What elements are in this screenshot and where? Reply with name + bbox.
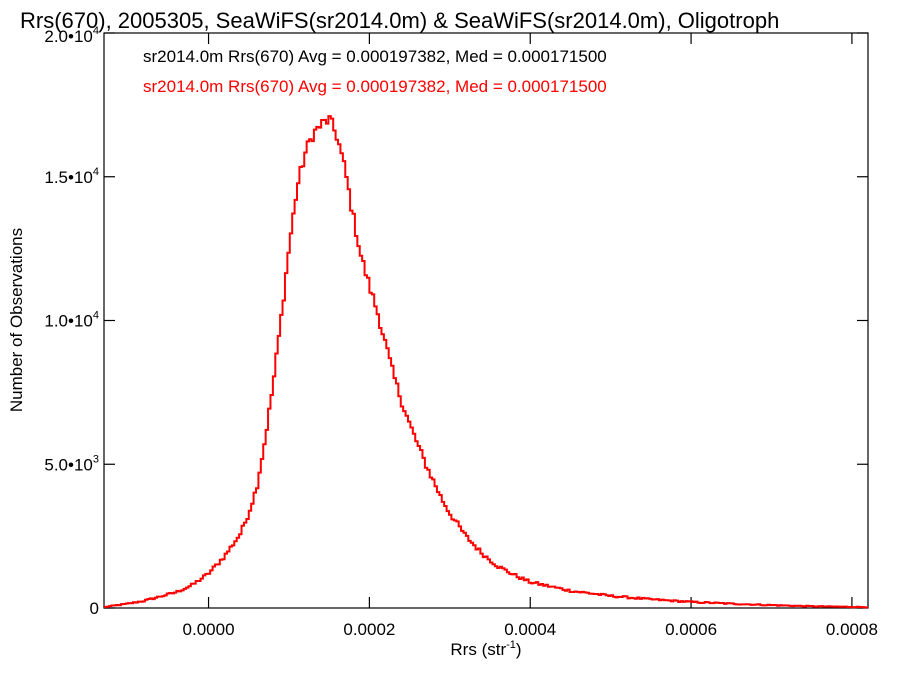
x-tick-label: 0.0006 (665, 620, 717, 639)
histogram-series-line (104, 115, 868, 609)
y-tick-label: 1.5•104 (44, 166, 99, 187)
annotation-line-black: sr2014.0m Rrs(670) Avg = 0.000197382, Me… (143, 47, 607, 66)
y-axis-label: Number of Observations (7, 228, 26, 412)
chart-title: Rrs(670), 2005305, SeaWiFS(sr2014.0m) & … (20, 8, 779, 33)
y-tick-label: 1.0•104 (44, 310, 99, 331)
x-tick-labels: 0.0000 0.0002 0.0004 0.0006 0.0008 (183, 620, 878, 639)
axis-ticks (104, 32, 868, 609)
x-axis-label-tail: ) (516, 640, 522, 659)
x-tick-label: 0.0004 (504, 620, 556, 639)
y-tick-labels: 0 5.0•103 1.0•104 1.5•104 2.0•104 (44, 25, 99, 618)
annotation-line-red: sr2014.0m Rrs(670) Avg = 0.000197382, Me… (143, 77, 607, 96)
x-tick-label: 0.0002 (343, 620, 395, 639)
x-tick-label: 0.0008 (826, 620, 878, 639)
plot-frame (103, 32, 869, 609)
y-tick-label: 5.0•103 (44, 453, 99, 474)
x-axis-label-sup: -1 (506, 639, 516, 651)
x-axis-label: Rrs (str-1) (450, 639, 521, 659)
x-axis-label-base: Rrs (str (450, 640, 506, 659)
x-tick-label: 0.0000 (183, 620, 235, 639)
y-tick-label: 0 (90, 599, 99, 618)
y-tick-label: 2.0•104 (44, 25, 99, 46)
